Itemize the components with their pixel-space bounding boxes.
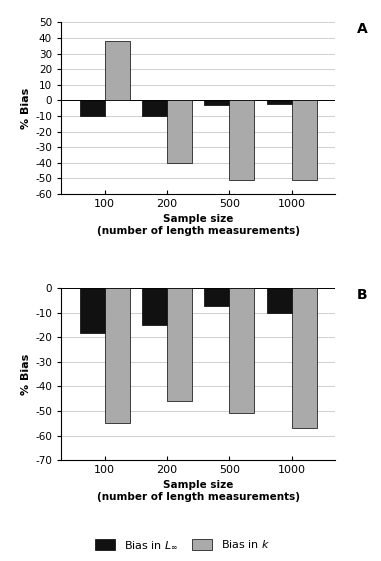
Bar: [229, 288, 254, 413]
X-axis label: Sample size
(number of length measurements): Sample size (number of length measuremen…: [97, 214, 299, 236]
Bar: [80, 100, 105, 116]
Y-axis label: % Bias: % Bias: [21, 88, 31, 129]
Bar: [204, 288, 229, 306]
Bar: [167, 288, 192, 401]
Bar: [80, 288, 105, 333]
Bar: [267, 288, 291, 313]
Y-axis label: % Bias: % Bias: [21, 353, 31, 395]
Bar: [267, 100, 291, 104]
Bar: [105, 288, 130, 423]
Bar: [291, 100, 317, 180]
Bar: [105, 41, 130, 100]
Bar: [291, 288, 317, 428]
Bar: [204, 100, 229, 105]
Legend: Bias in $L_{\infty}$, Bias in $k$: Bias in $L_{\infty}$, Bias in $k$: [91, 534, 275, 555]
Text: B: B: [357, 288, 368, 302]
Bar: [142, 288, 167, 325]
Bar: [142, 100, 167, 116]
Text: A: A: [357, 22, 368, 36]
Bar: [167, 100, 192, 163]
X-axis label: Sample size
(number of length measurements): Sample size (number of length measuremen…: [97, 480, 299, 502]
Bar: [229, 100, 254, 180]
